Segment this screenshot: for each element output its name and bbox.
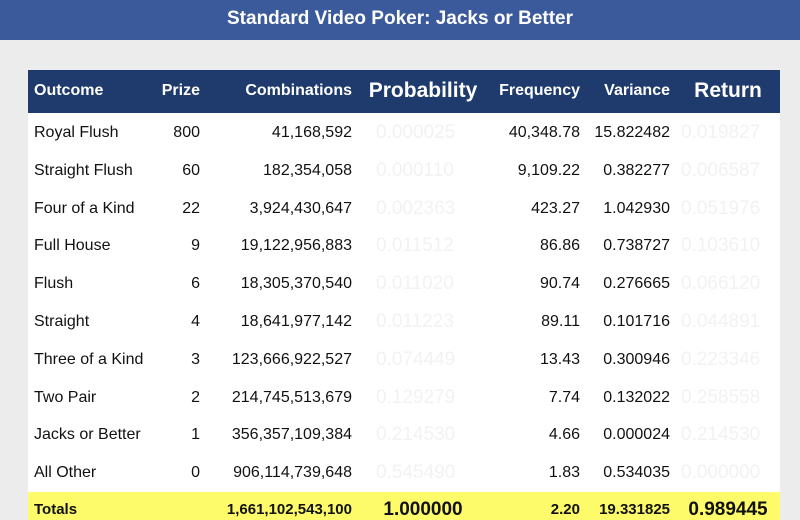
table-cell: 0.066120: [681, 273, 761, 295]
table-cell: Flush: [34, 275, 74, 293]
table-cell: 89.11: [541, 313, 580, 330]
table-cell: All Other: [34, 464, 97, 482]
table-cell: 40,348.78: [508, 124, 580, 141]
table-cell: 0.011020: [376, 273, 454, 295]
table-cell: 123,666,922,527: [231, 350, 352, 368]
table-cell: 18,305,370,540: [240, 275, 352, 293]
table-cell: 41,168,592: [271, 124, 352, 141]
table-cell: 0.000025: [376, 122, 456, 143]
totals-cell: 19.331825: [599, 501, 670, 518]
table-cell: 1.042930: [603, 199, 670, 217]
table-cell: 0.006587: [681, 159, 761, 181]
table-cell: 182,354,058: [263, 161, 352, 179]
totals-row: [28, 492, 780, 520]
table-cell: 214,745,513,679: [231, 388, 352, 406]
table-cell: 800: [173, 124, 200, 141]
totals-cell: 1,661,102,543,100: [226, 501, 352, 518]
table-cell: 0.545490: [376, 462, 456, 484]
table-cell: 0.101716: [603, 313, 670, 330]
table: [28, 70, 780, 520]
table-cell: 356,357,109,384: [231, 426, 352, 444]
table-cell: 6: [191, 275, 200, 293]
table-cell: 0.738727: [603, 237, 670, 255]
table-cell: 0.382277: [603, 161, 670, 179]
table-cell: 3: [191, 350, 200, 368]
table-cell: 9: [191, 237, 200, 255]
table-cell: 0.000024: [603, 426, 670, 444]
totals-cell: 1.000000: [383, 499, 463, 520]
table-cell: 0.129279: [376, 386, 456, 408]
table-cell: 3,924,430,647: [249, 199, 352, 217]
column-header: Frequency: [499, 82, 580, 99]
table-cell: 0.300946: [603, 350, 670, 368]
table-cell: 1.83: [548, 464, 580, 482]
table-cell: 0.223346: [681, 348, 761, 370]
table-cell: Jacks or Better: [34, 426, 141, 444]
table-cell: Royal Flush: [34, 124, 119, 141]
table-cell: 4.66: [548, 426, 580, 444]
table-cell: 13.43: [539, 350, 580, 368]
table-cell: 0.074449: [376, 348, 456, 370]
column-header: Probability: [368, 79, 478, 102]
totals-cell: 0.989445: [688, 499, 768, 520]
table-cell: Full House: [34, 237, 111, 255]
table-cell: Three of a Kind: [34, 350, 144, 368]
table-cell: 19,122,956,883: [240, 237, 352, 255]
table-cell: 0.214530: [681, 424, 761, 446]
table-cell: 0.103610: [681, 235, 761, 257]
table-cell: 0.000110: [376, 159, 454, 181]
table-cell: Straight Flush: [34, 161, 133, 179]
table-cell: 0.214530: [376, 424, 456, 446]
table-cell: 0.000000: [681, 462, 761, 484]
table-cell: 0.051976: [681, 197, 761, 219]
totals-cell: Totals: [34, 501, 78, 518]
table-cell: 7.74: [548, 388, 580, 406]
table-cell: 0.534035: [603, 464, 670, 482]
column-header: Outcome: [34, 82, 104, 99]
column-header: Combinations: [245, 82, 352, 99]
title-bar: Standard Video Poker: Jacks or Better: [0, 0, 800, 40]
table-cell: 86.86: [539, 237, 580, 255]
table-cell: 0: [191, 464, 200, 482]
table-cell: 22: [182, 199, 200, 217]
table-cell: 60: [182, 161, 200, 179]
table-cell: 2: [191, 388, 200, 406]
table-cell: 18,641,977,142: [240, 313, 352, 330]
table-cell: 906,114,739,648: [233, 464, 352, 482]
table-cell: 0.011512: [376, 235, 454, 257]
table-cell: Two Pair: [34, 388, 97, 406]
table-cell: 0.258558: [681, 386, 761, 408]
table-cell: 0.044891: [681, 311, 761, 332]
table-cell: 0.019827: [681, 122, 761, 143]
table-cell: 4: [191, 313, 200, 330]
table-header: [28, 70, 780, 113]
table-cell: Four of a Kind: [34, 199, 135, 217]
column-header: Return: [694, 79, 762, 102]
table-cell: 9,109.22: [517, 161, 580, 179]
column-header: Variance: [604, 82, 670, 99]
table-cell: Straight: [34, 313, 90, 330]
table-cell: 15.822482: [594, 124, 670, 141]
column-header: Prize: [161, 82, 200, 99]
table-cell: 1: [191, 426, 200, 444]
table-cell: 0.276665: [603, 275, 670, 293]
table-cell: 0.002363: [376, 197, 456, 219]
table-cell: 0.011223: [376, 311, 454, 332]
totals-cell: 2.20: [550, 501, 580, 518]
table-cell: 423.27: [531, 199, 580, 217]
table-cell: 0.132022: [603, 388, 670, 406]
table-cell: 90.74: [539, 275, 580, 293]
